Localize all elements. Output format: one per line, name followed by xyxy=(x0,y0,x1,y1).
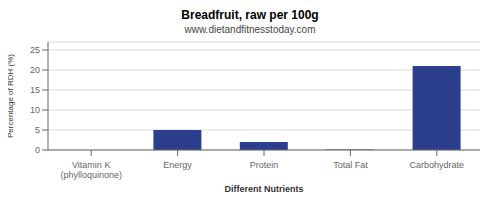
svg-text:0: 0 xyxy=(35,145,40,155)
svg-text:Percentage of RDH (%): Percentage of RDH (%) xyxy=(8,54,15,138)
svg-text:Carbohydrate: Carbohydrate xyxy=(410,160,465,170)
svg-text:Energy: Energy xyxy=(163,160,192,170)
svg-text:10: 10 xyxy=(30,105,40,115)
svg-text:25: 25 xyxy=(30,45,40,55)
svg-text:15: 15 xyxy=(30,85,40,95)
svg-text:Vitamin K(phylloquinone): Vitamin K(phylloquinone) xyxy=(60,160,122,180)
html-text:Breadfruit, raw per 100g: Breadfruit, raw per 100g xyxy=(181,8,319,22)
svg-text:Different Nutrients: Different Nutrients xyxy=(224,184,303,192)
svg-text:20: 20 xyxy=(30,65,40,75)
html-text:www.dietandfitnesstoday.com: www.dietandfitnesstoday.com xyxy=(184,24,316,35)
svg-text:5: 5 xyxy=(35,125,40,135)
svg-text:Total Fat: Total Fat xyxy=(333,160,368,170)
svg-text:Protein: Protein xyxy=(250,160,279,170)
